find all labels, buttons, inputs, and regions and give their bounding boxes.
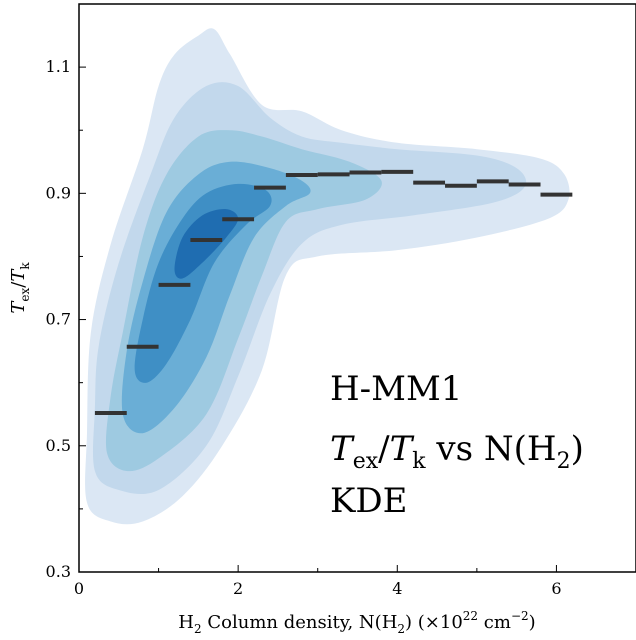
binned-median-markers: [94, 169, 573, 415]
y-tick-label: 0.9: [46, 183, 71, 202]
x-tick-label: 0: [74, 579, 84, 598]
density-contours: [85, 28, 570, 525]
y-tick-label: 0.5: [46, 436, 71, 455]
annotation-method: KDE: [330, 481, 407, 521]
density-contour-level-6: [174, 209, 239, 279]
y-tick-label: 1.1: [46, 57, 71, 76]
density-contour-level-4: [121, 161, 311, 434]
x-tick-label: 4: [392, 579, 402, 598]
annotation-ratio-vs-density: Tex/Tk vs N(H2): [330, 429, 584, 474]
x-tick-label: 2: [233, 579, 243, 598]
x-axis-label: H2 Column density, N(H2) (×1022 cm−2): [178, 609, 535, 636]
density-contour-level-5: [134, 183, 272, 383]
axes: 0 2 4 6 0.3 0.5 0.7 0.9 1.1: [46, 3, 636, 598]
plot-frame: [78, 3, 636, 573]
annotation-title: H-MM1: [330, 369, 462, 409]
y-tick-label: 0.7: [46, 310, 71, 329]
y-axis-label: Tex/Tk: [8, 262, 32, 314]
y-tick-label: 0.3: [46, 562, 71, 581]
x-tick-label: 6: [551, 579, 561, 598]
